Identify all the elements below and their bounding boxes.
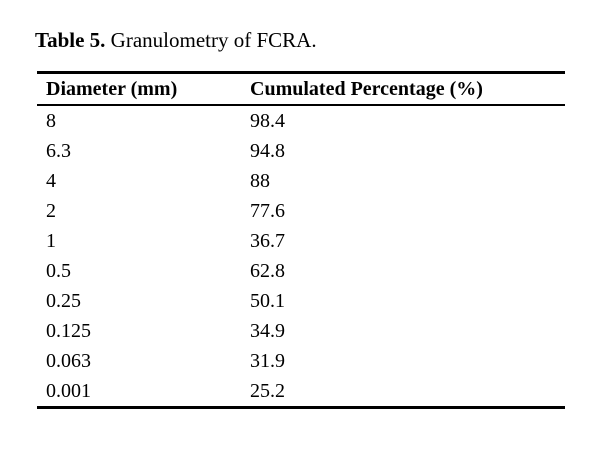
diameter-cell: 4	[46, 170, 56, 192]
percentage-cell: 50.1	[250, 290, 285, 312]
table-header-row: Diameter (mm) Cumulated Percentage (%)	[37, 72, 565, 106]
table-caption-label: Table 5.	[35, 28, 106, 52]
column-header-percentage: Cumulated Percentage (%)	[250, 72, 565, 106]
percentage-cell: 88	[250, 170, 270, 192]
table-row: 6.3 94.8	[37, 136, 565, 166]
percentage-cell: 34.9	[250, 320, 285, 342]
diameter-cell: 0.5	[46, 260, 71, 282]
column-header-diameter: Diameter (mm)	[37, 72, 250, 106]
table-row: 0.25 50.1	[37, 286, 565, 316]
percentage-cell: 25.2	[250, 380, 285, 402]
table-row: 0.063 31.9	[37, 346, 565, 376]
diameter-cell: 2	[46, 200, 56, 222]
diameter-cell: 0.125	[46, 320, 91, 342]
percentage-cell: 77.6	[250, 200, 285, 222]
diameter-cell: 1	[46, 230, 56, 252]
table-row: 0.125 34.9	[37, 316, 565, 346]
table-row: 4 88	[37, 166, 565, 196]
diameter-cell: 0.001	[46, 380, 91, 402]
table-row: 1 36.7	[37, 226, 565, 256]
table-row: 0.5 62.8	[37, 256, 565, 286]
table-caption-text: Granulometry of FCRA.	[105, 28, 317, 52]
percentage-cell: 31.9	[250, 350, 285, 372]
table-row: 0.001 25.2	[37, 376, 565, 408]
table-row: 8 98.4	[37, 105, 565, 136]
table-caption: Table 5. Granulometry of FCRA.	[35, 28, 317, 52]
percentage-cell: 98.4	[250, 110, 285, 132]
percentage-cell: 94.8	[250, 140, 285, 162]
diameter-cell: 0.063	[46, 350, 91, 372]
percentage-cell: 36.7	[250, 230, 285, 252]
diameter-cell: 0.25	[46, 290, 81, 312]
granulometry-table: Diameter (mm) Cumulated Percentage (%) 8…	[37, 71, 565, 409]
diameter-cell: 8	[46, 110, 56, 132]
percentage-cell: 62.8	[250, 260, 285, 282]
table-row: 2 77.6	[37, 196, 565, 226]
diameter-cell: 6.3	[46, 140, 71, 162]
